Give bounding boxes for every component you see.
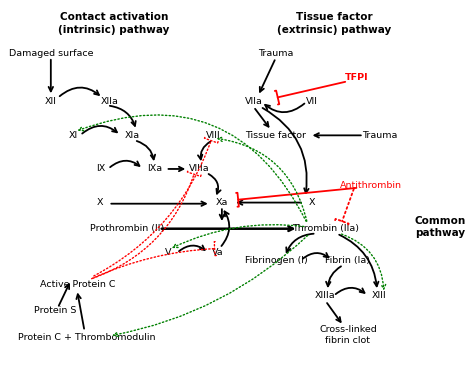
Text: XIIa: XIIa [100, 97, 118, 106]
Text: Active Protein C: Active Protein C [40, 280, 116, 289]
Text: VII: VII [306, 97, 318, 106]
Text: X: X [309, 198, 315, 207]
Text: Tissue factor
(extrinsic) pathway: Tissue factor (extrinsic) pathway [277, 12, 392, 34]
Text: Xa: Xa [216, 198, 228, 207]
Text: XIII: XIII [372, 291, 387, 301]
Text: VIIIa: VIIIa [189, 164, 210, 174]
Text: Trauma: Trauma [258, 49, 293, 58]
Text: Trauma: Trauma [362, 131, 397, 140]
Text: Thrombin (IIa): Thrombin (IIa) [292, 224, 359, 233]
Text: Fibrin (Ia): Fibrin (Ia) [326, 256, 371, 265]
Text: Tissue factor: Tissue factor [246, 131, 306, 140]
Text: IXa: IXa [147, 164, 162, 174]
Text: XIa: XIa [124, 131, 139, 140]
Text: Prothrombin (II): Prothrombin (II) [90, 224, 164, 233]
Text: V: V [164, 249, 171, 257]
Text: XIIIa: XIIIa [315, 291, 336, 301]
Text: Common
pathway: Common pathway [415, 216, 466, 238]
Text: Cross-linked
fibrin clot: Cross-linked fibrin clot [319, 326, 377, 345]
Text: Protein S: Protein S [34, 306, 76, 315]
Text: Antithrombin: Antithrombin [339, 181, 401, 190]
Text: Fibrinogen (I): Fibrinogen (I) [245, 256, 307, 265]
Text: XI: XI [69, 131, 78, 140]
Text: X: X [97, 198, 104, 207]
Text: Va: Va [211, 249, 223, 257]
Text: VIII: VIII [206, 131, 220, 140]
Text: Protein C + Thrombomodulin: Protein C + Thrombomodulin [18, 332, 155, 341]
Text: Damaged surface: Damaged surface [9, 49, 93, 58]
Text: VIIa: VIIa [245, 97, 262, 106]
Text: IX: IX [96, 164, 105, 174]
Text: Contact activation
(intrinsic) pathway: Contact activation (intrinsic) pathway [58, 12, 170, 34]
Text: XII: XII [45, 97, 57, 106]
Text: TFPI: TFPI [345, 73, 369, 82]
